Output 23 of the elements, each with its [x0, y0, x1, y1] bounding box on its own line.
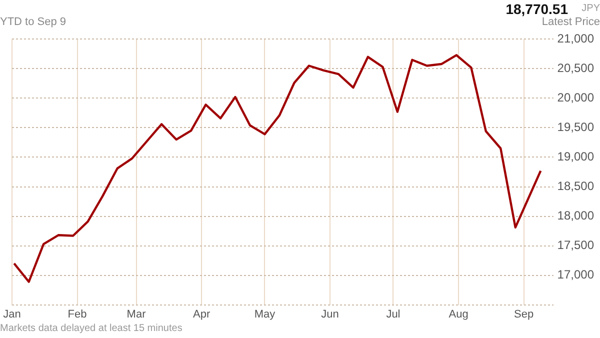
x-tick-label: Sep — [514, 308, 534, 320]
x-tick-label: Jul — [386, 308, 400, 320]
x-tick-label: Apr — [192, 308, 210, 320]
y-tick-label: 21,000 — [557, 32, 594, 46]
text: 18,770.51 — [506, 1, 568, 17]
y-tick-label: 19,000 — [557, 150, 594, 164]
y-tick-label: 19,500 — [557, 120, 594, 134]
y-tick-label: 17,500 — [557, 238, 594, 252]
y-tick-label: 18,500 — [557, 179, 594, 194]
chart-subtitle: YTD to Sep 9 — [0, 16, 66, 28]
text: Latest Price — [542, 16, 600, 28]
x-tick-label: May — [254, 308, 276, 320]
x-tick-label: Jun — [321, 308, 339, 320]
text: JPY — [582, 3, 600, 14]
y-tick-label: 20,500 — [557, 61, 594, 76]
y-tick-label: 18,000 — [557, 208, 594, 223]
x-tick-label: Feb — [68, 308, 87, 320]
text: Markets data delayed at least 15 minutes — [0, 323, 182, 334]
y-tick-label: 20,000 — [557, 90, 594, 105]
x-tick-label: Mar — [126, 308, 146, 320]
y-tick-label: 17,000 — [557, 268, 594, 282]
x-tick-label: Jan — [3, 308, 21, 320]
x-tick-label: Aug — [448, 308, 468, 320]
